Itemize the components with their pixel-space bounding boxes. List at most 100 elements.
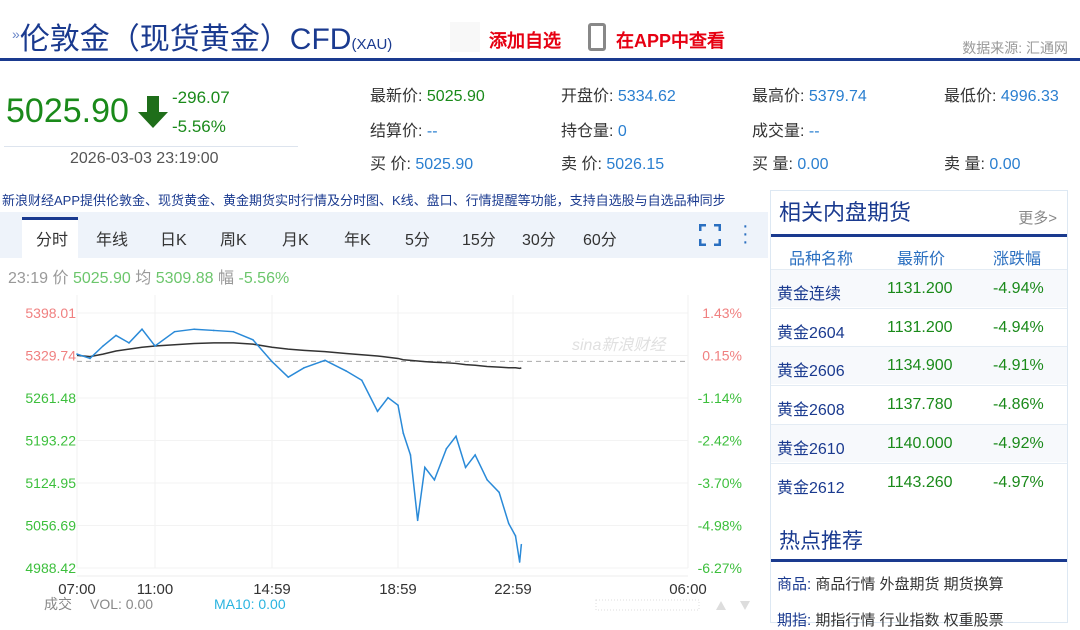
col-header-price: 最新价 bbox=[897, 251, 946, 268]
price-point bbox=[402, 432, 405, 434]
price-point bbox=[486, 479, 488, 481]
price-point bbox=[154, 345, 156, 347]
pct-tick-label: -1.14% bbox=[698, 390, 742, 406]
row-name: 黄金连续 bbox=[777, 286, 842, 303]
price-point bbox=[193, 328, 195, 330]
quote-field: 最新价: 5025.90 bbox=[370, 82, 485, 106]
field-label: 买 量: bbox=[752, 156, 793, 173]
x-tick-label: 18:59 bbox=[379, 581, 417, 598]
tab-6[interactable]: 5分 bbox=[405, 232, 430, 249]
price-point bbox=[416, 519, 419, 522]
futures-row[interactable]: 黄金2608 1137.780 -4.86% bbox=[771, 385, 1067, 423]
quote-field: 开盘价: 5334.62 bbox=[561, 82, 676, 106]
field-value: 0.00 bbox=[797, 156, 829, 173]
price-change-pct: -5.56% bbox=[172, 117, 226, 136]
x-tick-label: 11:00 bbox=[137, 581, 173, 598]
price-point bbox=[507, 522, 510, 525]
quote-field: 最高价: 5379.74 bbox=[752, 82, 867, 106]
futures-row[interactable]: 黄金2610 1140.000 -4.92% bbox=[771, 423, 1067, 462]
tab-8[interactable]: 30分 bbox=[522, 232, 556, 249]
triangle-down-icon[interactable] bbox=[740, 601, 750, 610]
x-tick-label: 22:59 bbox=[494, 581, 532, 598]
hot-links[interactable]: 商品行情 外盘期货 期货换算 bbox=[815, 576, 1004, 593]
intraday-chart[interactable]: 5398.01 1.43% 5329.74 0.15% 5261.48 -1.14% 519… bbox=[0, 295, 768, 623]
price-point bbox=[518, 561, 521, 563]
symbol: (XAU) bbox=[351, 36, 393, 53]
price-point bbox=[115, 334, 117, 337]
cq-amp-label: 幅 bbox=[218, 270, 235, 287]
row-name: 黄金2608 bbox=[777, 402, 845, 420]
related-futures-panel: 相关内盘期货 更多> 品种名称 最新价 涨跌幅 黄金连续 1131.200 -4.9… bbox=[770, 190, 1068, 629]
futures-row[interactable]: 黄金2604 1131.200 -4.94% bbox=[771, 307, 1067, 346]
y-tick-label: 4988.42 bbox=[25, 560, 76, 576]
price-point bbox=[173, 330, 176, 333]
cq-price: 5025.90 bbox=[72, 270, 131, 287]
tab-0[interactable]: 分时 bbox=[36, 232, 69, 249]
field-value: 5026.15 bbox=[606, 156, 665, 173]
row-price: 1140.000 bbox=[887, 434, 953, 452]
triangle-up-icon[interactable] bbox=[716, 601, 726, 610]
field-value: 5025.90 bbox=[426, 88, 485, 105]
quote-field: 卖 量: 0.00 bbox=[944, 150, 1021, 174]
quote-field: 成交量: -- bbox=[752, 117, 820, 141]
x-tick-label: 14:59 bbox=[253, 581, 291, 598]
tab-5[interactable]: 年K bbox=[344, 232, 371, 249]
field-label: 卖 价: bbox=[561, 156, 602, 173]
quote-field: 结算价: -- bbox=[370, 117, 438, 141]
field-label: 最低价: bbox=[944, 88, 997, 105]
price-point bbox=[387, 396, 389, 399]
row-price: 1131.200 bbox=[887, 280, 953, 297]
price-point bbox=[360, 379, 363, 382]
hot-key: 期指: bbox=[777, 612, 812, 629]
hot-item[interactable]: 商品: 商品行情 外盘期货 期货换算 bbox=[777, 573, 1004, 594]
scroll-track[interactable] bbox=[595, 599, 700, 611]
divider bbox=[0, 58, 1080, 61]
row-name: 黄金2612 bbox=[777, 479, 845, 497]
row-name: 黄金2604 bbox=[777, 324, 845, 342]
pct-tick-label: -3.70% bbox=[698, 475, 742, 491]
price-point bbox=[520, 543, 523, 546]
view-in-app-button[interactable]: 在APP中查看 bbox=[616, 31, 726, 51]
field-label: 成交量: bbox=[752, 123, 805, 140]
tab-9[interactable]: 60分 bbox=[583, 232, 617, 249]
futures-row[interactable]: 黄金连续 1131.200 -4.94% bbox=[771, 269, 1067, 307]
tab-7[interactable]: 15分 bbox=[462, 232, 496, 249]
app-promo-link[interactable]: 新浪财经APP提供伦敦金、现货黄金、黄金期货实时行情及分时图、K线、盘口、行情提… bbox=[2, 193, 726, 208]
futures-row[interactable]: 黄金2612 1143.260 -4.97% bbox=[771, 462, 1067, 501]
hot-item[interactable]: 期指: 期指行情 行业指数 权重股票 bbox=[777, 609, 1004, 630]
add-watchlist-button[interactable]: 添加自选 bbox=[489, 31, 561, 51]
field-value: 5025.90 bbox=[415, 156, 474, 173]
data-source: 数据来源: 汇通网 bbox=[962, 40, 1068, 56]
futures-row[interactable]: 黄金2606 1134.900 -4.91% bbox=[771, 346, 1067, 385]
hot-links[interactable]: 期指行情 行业指数 权重股票 bbox=[815, 612, 1004, 629]
divider bbox=[771, 234, 1067, 237]
row-name: 黄金2610 bbox=[777, 440, 845, 458]
row-price: 1143.260 bbox=[887, 473, 953, 491]
price-point bbox=[376, 410, 379, 413]
fullscreen-icon[interactable] bbox=[698, 223, 722, 247]
blank-box bbox=[450, 22, 480, 52]
field-value: 5334.62 bbox=[617, 88, 676, 105]
x-tick-label: 06:00 bbox=[669, 581, 707, 598]
price-point bbox=[409, 454, 412, 456]
row-change: -4.94% bbox=[993, 318, 1044, 336]
price-point bbox=[271, 360, 273, 363]
tab-1[interactable]: 年线 bbox=[96, 232, 129, 249]
divider bbox=[4, 146, 298, 147]
more-menu-icon[interactable]: · · · bbox=[742, 215, 749, 253]
price-point bbox=[141, 328, 143, 330]
price-point bbox=[212, 329, 215, 332]
cq-amp: -5.56% bbox=[238, 270, 290, 287]
price-line bbox=[76, 328, 523, 563]
volume-label: 成交 bbox=[44, 596, 72, 612]
tab-4[interactable]: 月K bbox=[282, 232, 309, 249]
tab-3[interactable]: 周K bbox=[220, 232, 247, 249]
more-link[interactable]: 更多> bbox=[1018, 210, 1057, 227]
quote-field: 买 价: 5025.90 bbox=[370, 150, 473, 174]
arrow-down-icon bbox=[138, 96, 168, 128]
cq-price-label: 价 bbox=[52, 270, 69, 287]
tab-2[interactable]: 日K bbox=[160, 232, 187, 249]
row-name: 黄金2606 bbox=[777, 363, 845, 381]
price-point bbox=[232, 330, 235, 333]
price-point bbox=[287, 376, 290, 378]
